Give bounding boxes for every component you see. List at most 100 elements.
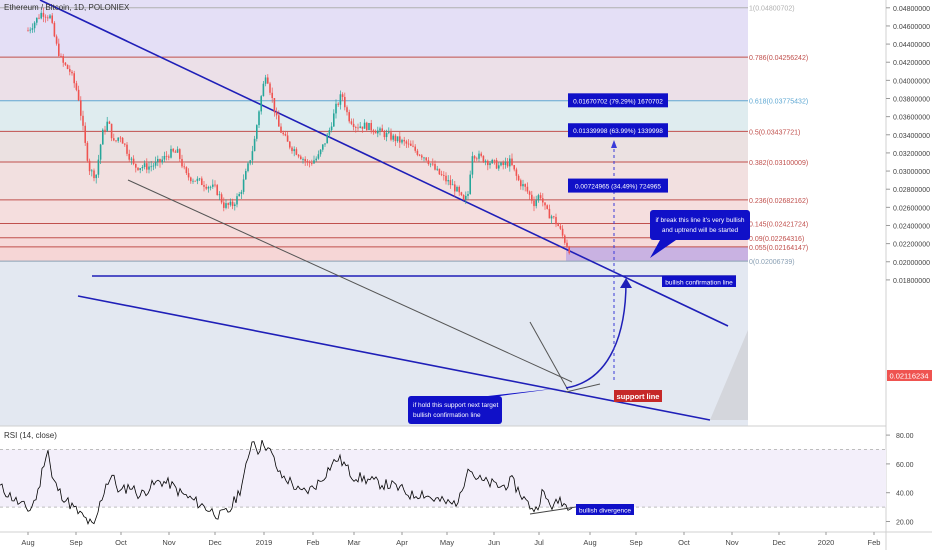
candle-body <box>421 155 423 158</box>
candle-body <box>555 217 557 225</box>
candle-body <box>245 171 247 180</box>
candle-body <box>520 180 522 187</box>
candle-body <box>143 163 146 168</box>
fib-level-label: 0.786(0.04256242) <box>749 55 808 62</box>
candle-body <box>506 161 509 167</box>
candle-body <box>322 144 324 150</box>
candle-body <box>80 100 82 116</box>
candle-body <box>159 158 161 163</box>
candle-body <box>443 175 445 176</box>
candle-body <box>315 158 317 161</box>
candle-body <box>154 161 157 166</box>
candle-body <box>531 194 533 201</box>
inner-trendline <box>127 179 573 383</box>
candle-body <box>328 130 331 135</box>
candle-body <box>308 161 311 164</box>
price-tick-label: 0.03200000 <box>893 151 930 158</box>
target-arrow <box>611 140 617 148</box>
candle-body <box>53 22 56 37</box>
price-tick-label: 0.04200000 <box>893 60 930 67</box>
candle-body <box>66 64 69 69</box>
candle-body <box>427 160 430 165</box>
candle-body <box>517 175 520 181</box>
fib-level-lines <box>0 7 748 262</box>
candle-body <box>458 186 460 193</box>
candle-body <box>385 132 388 138</box>
time-axis-labels[interactable]: Aug Sep Oct Nov Dec 2019 Feb Mar Apr May Jun Jul Aug… <box>21 532 880 547</box>
candle-body <box>271 92 273 99</box>
rsi-axis-ticks: 80.00 60.00 40.00 20.00 <box>886 433 914 527</box>
candle-body <box>128 153 130 160</box>
price-tick-label: 0.03600000 <box>893 115 930 122</box>
candle-body <box>38 17 40 19</box>
candle-body <box>264 77 267 84</box>
candle-body <box>513 165 515 170</box>
candle-body <box>434 163 436 170</box>
candle-body <box>344 96 346 108</box>
candle-body <box>454 184 456 192</box>
candle-body <box>214 184 216 186</box>
candle-body <box>412 145 414 147</box>
candle-body <box>381 128 383 132</box>
fib-level-label: 0.09(0.02264316) <box>749 236 804 243</box>
candle-body <box>77 89 80 101</box>
time-tick-label: Oct <box>115 538 128 547</box>
bullish-note-line1: if break this line it's very bullish <box>655 217 744 224</box>
candle-body <box>227 203 229 205</box>
time-tick-label: Apr <box>396 538 408 547</box>
candle-body <box>484 160 487 163</box>
candle-body <box>42 12 45 17</box>
candle-body <box>102 129 104 145</box>
time-tick-label: Nov <box>725 538 739 547</box>
candle-body <box>93 170 95 179</box>
candle-body <box>256 125 258 139</box>
candle-body <box>212 184 214 187</box>
candle-body <box>392 135 394 140</box>
price-tick-label: 0.03000000 <box>893 169 930 176</box>
candle-body <box>207 187 210 189</box>
candle-body <box>363 122 366 129</box>
candle-body <box>157 158 159 162</box>
candle-body <box>401 139 403 143</box>
candle-body <box>366 122 368 131</box>
rsi-line <box>0 439 573 525</box>
candle-body <box>324 143 326 145</box>
candle-body <box>137 167 139 170</box>
target-label-box <box>568 178 668 193</box>
candle-body <box>170 148 172 158</box>
fib-level-label: 1(0.04800702) <box>749 6 795 13</box>
candle-body <box>117 137 119 141</box>
candle-body <box>289 141 291 148</box>
rsi-divergence-line <box>529 506 577 515</box>
candle-body <box>379 128 381 131</box>
price-tick-label: 0.02000000 <box>893 260 930 267</box>
candle-body <box>225 203 227 208</box>
support-note-line1: if hold this support next target <box>413 402 498 409</box>
candle-body <box>304 159 306 162</box>
candle-body <box>471 156 474 175</box>
candle-body <box>29 29 31 31</box>
time-tick-label: Feb <box>307 538 320 547</box>
candle-body <box>460 192 463 195</box>
candle-body <box>465 195 467 200</box>
price-axis-ticks[interactable]: 0.04800000 0.04600000 0.04400000 0.04200000… <box>886 6 930 285</box>
bullish-confirmation-tag <box>662 276 736 287</box>
candle-body <box>196 178 199 182</box>
candle-body <box>467 193 469 196</box>
candle-body <box>462 194 465 200</box>
candle-body <box>357 127 359 129</box>
candle-body <box>71 71 73 74</box>
candle-body <box>282 132 284 135</box>
candle-body <box>135 163 137 168</box>
target-label-text: 0.00724965 (34.49%) 724965 <box>575 184 661 191</box>
target-label-text: 0.01670702 (79.29%) 1670702 <box>573 98 663 105</box>
candle-body <box>262 83 265 97</box>
zone-band <box>0 237 748 247</box>
candle-body <box>95 174 97 179</box>
candle-body <box>436 168 438 170</box>
candle-body <box>273 98 276 113</box>
time-tick-label: Oct <box>678 538 691 547</box>
candle-body <box>300 156 302 160</box>
